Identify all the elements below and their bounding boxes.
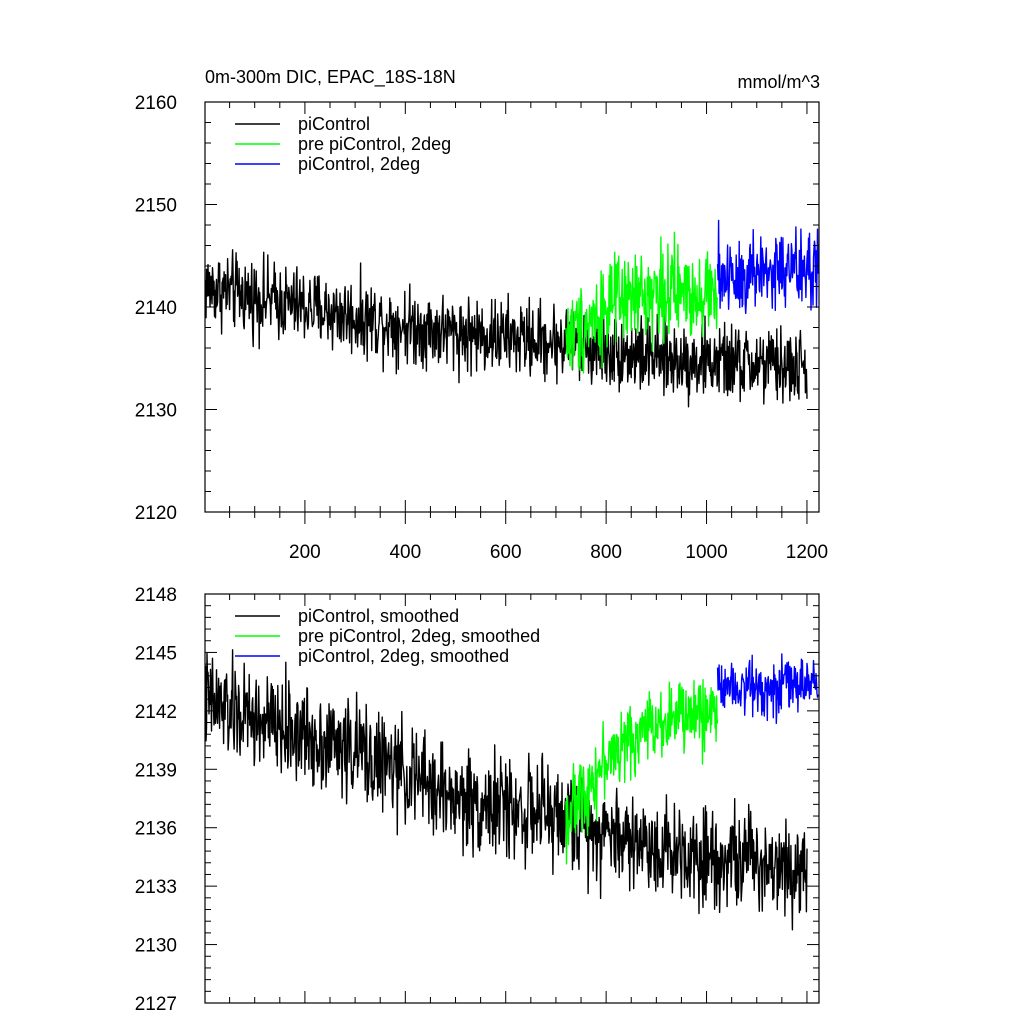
title-left: 0m-300m DIC, EPAC_18S-18N <box>205 67 456 88</box>
legend-label: piControl <box>298 114 370 134</box>
legend-label: piControl, 2deg, smoothed <box>298 646 509 666</box>
y-tick-label: 2130 <box>135 936 177 957</box>
y-tick-label: 2148 <box>135 585 177 606</box>
x-tick-label: 200 <box>289 542 321 563</box>
series-line-picontrol-2deg-smoothed <box>716 653 819 725</box>
y-tick-label: 2136 <box>135 819 177 840</box>
plot-frame <box>204 593 820 1004</box>
x-tick-label: 800 <box>590 542 622 563</box>
series-line-picontrol-2deg <box>716 219 819 315</box>
x-tick-label: 600 <box>490 542 522 563</box>
x-tick-label: 1200 <box>786 542 828 563</box>
legend-label: piControl, 2deg <box>298 154 420 174</box>
legend-label: pre piControl, 2deg <box>298 134 451 154</box>
y-tick-label: 2150 <box>135 196 177 217</box>
y-tick-label: 2139 <box>135 760 177 781</box>
series-line-picontrol <box>205 249 808 408</box>
y-tick-label: 2145 <box>135 643 177 664</box>
top-panel-timeseries: 200 400 600 800 1000 1200 2120 2130 2140 2150 2160… <box>135 93 828 563</box>
series-line-pre-picontrol-2deg-smoothed <box>565 679 719 865</box>
y-tick-label: 2142 <box>135 702 177 723</box>
legend-label: piControl, smoothed <box>298 606 459 626</box>
y-tick-label: 2133 <box>135 877 177 898</box>
y-tick-label: 2140 <box>135 298 177 319</box>
y-tick-label: 2130 <box>135 401 177 422</box>
y-tick-label: 2160 <box>135 93 177 114</box>
series-line-pre-picontrol-2deg <box>565 231 719 374</box>
y-tick-label: 2120 <box>135 503 177 524</box>
x-tick-label: 1000 <box>685 542 727 563</box>
y-tick-label: 2127 <box>135 994 177 1015</box>
legend-label: pre piControl, 2deg, smoothed <box>298 626 540 646</box>
x-tick-label: 400 <box>389 542 421 563</box>
bottom-panel-smoothed: 2127 2130 2133 2136 2139 2142 2145 2148 piContro… <box>135 585 820 1015</box>
units-label: mmol/m^3 <box>738 72 820 92</box>
series-line-picontrol-smoothed <box>205 649 808 931</box>
